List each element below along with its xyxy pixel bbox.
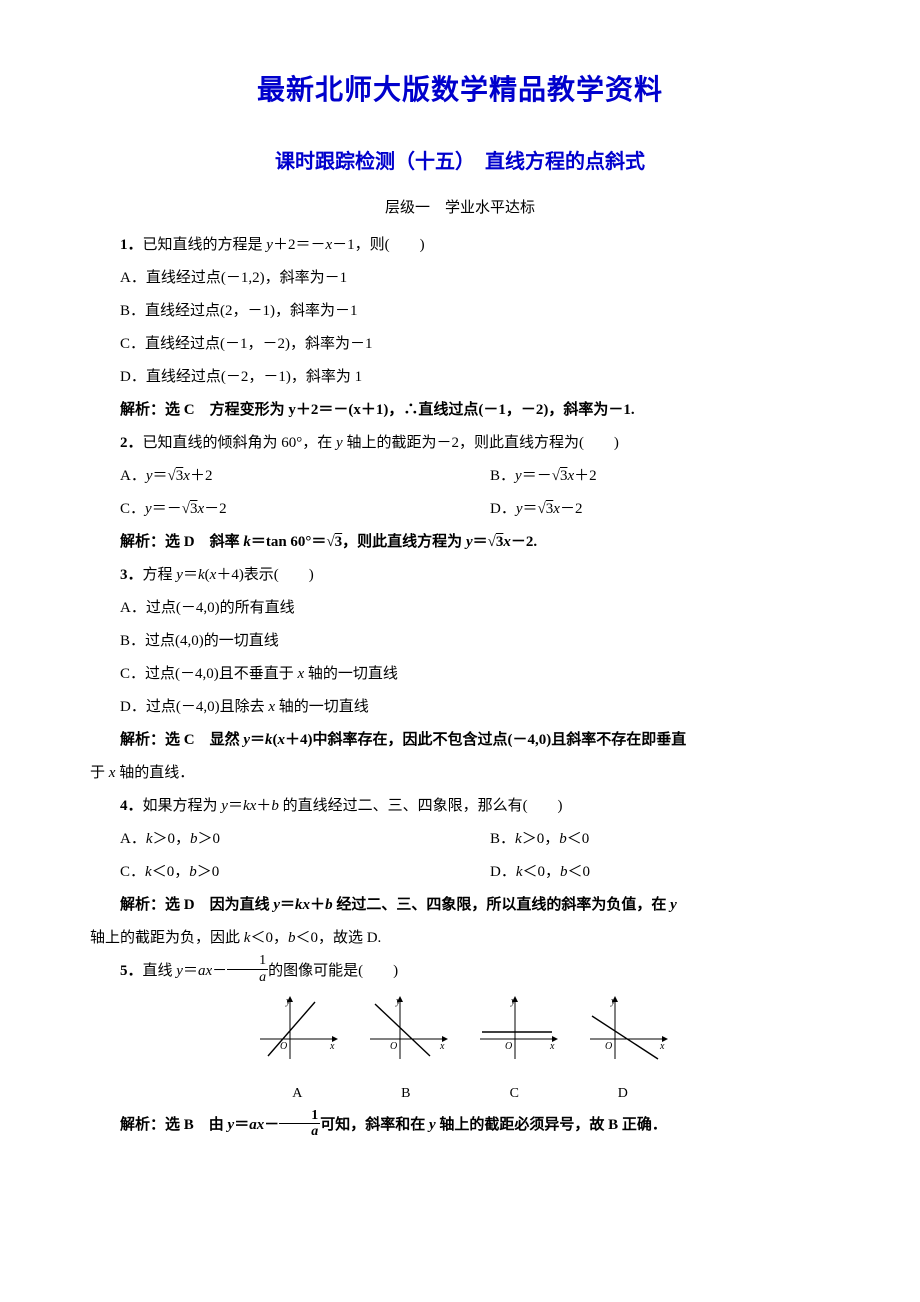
q5-labelC: C — [462, 1079, 567, 1110]
level-label: 层级一 学业水平达标 — [90, 192, 830, 225]
svg-text:x: x — [659, 1041, 665, 1052]
q2-answer: 解析：选 D 斜率 k＝tan 60°＝3，则此直线方程为 y＝3x－2. — [90, 526, 830, 559]
q2-optC: C．y＝－3x－2 — [90, 493, 460, 526]
q3-answer-l2: 于 x 轴的直线． — [90, 757, 830, 790]
svg-text:y: y — [510, 996, 516, 1007]
q2-optA: A．y＝3x＋2 — [90, 460, 460, 493]
q2-stem: 2．已知直线的倾斜角为 60°，在 y 轴上的截距为－2，则此直线方程为( ) — [90, 427, 830, 460]
q1-answer: 解析：选 C 方程变形为 y＋2＝－(x＋1)，∴直线过点(－1，－2)，斜率为… — [90, 394, 830, 427]
q5-fig-labels: A B C D — [90, 1079, 830, 1110]
q2-row2: C．y＝－3x－2 D．y＝3x－2 — [90, 493, 830, 526]
q5-labelD: D — [570, 1079, 675, 1110]
q1-optB: B．直线经过点(2，－1)，斜率为－1 — [90, 295, 830, 328]
svg-text:y: y — [610, 996, 616, 1007]
svg-text:O: O — [505, 1041, 512, 1052]
q3-optC: C．过点(－4,0)且不垂直于 x 轴的一切直线 — [90, 658, 830, 691]
svg-text:O: O — [605, 1041, 612, 1052]
q4-optA: A．k＞0，b＞0 — [90, 823, 460, 856]
q1-optD: D．直线经过点(－2，－1)，斜率为 1 — [90, 361, 830, 394]
q5-figD: y x O — [580, 994, 670, 1064]
q5-figC: y x O — [470, 994, 560, 1064]
q5-labelA: A — [245, 1079, 350, 1110]
q4-row1: A．k＞0，b＞0 B．k＞0，b＜0 — [90, 823, 830, 856]
q2-optB: B．y＝－3x＋2 — [460, 460, 830, 493]
q4-optD: D．k＜0，b＜0 — [460, 856, 830, 889]
q1-stem: 1．已知直线的方程是 y＋2＝－x－1，则( ) — [90, 229, 830, 262]
q2-row1: A．y＝3x＋2 B．y＝－3x＋2 — [90, 460, 830, 493]
q3-optA: A．过点(－4,0)的所有直线 — [90, 592, 830, 625]
q3-stem: 3．方程 y＝k(x＋4)表示( ) — [90, 559, 830, 592]
svg-text:y: y — [395, 996, 401, 1007]
q4-optC: C．k＜0，b＞0 — [90, 856, 460, 889]
svg-text:x: x — [439, 1041, 445, 1052]
q1-optC: C．直线经过点(－1，－2)，斜率为－1 — [90, 328, 830, 361]
q5-stem: 5．直线 y＝ax－1a的图像可能是( ) — [90, 955, 830, 988]
q4-optB: B．k＞0，b＜0 — [460, 823, 830, 856]
q4-stem: 4．如果方程为 y＝kx＋b 的直线经过二、三、四象限，那么有( ) — [90, 790, 830, 823]
q3-optB: B．过点(4,0)的一切直线 — [90, 625, 830, 658]
sub-title: 课时跟踪检测（十五） 直线方程的点斜式 — [90, 140, 830, 184]
q4-answer-l1: 解析：选 D 因为直线 y＝kx＋b 经过二、三、四象限，所以直线的斜率为负值，… — [90, 889, 830, 922]
q2-optD: D．y＝3x－2 — [460, 493, 830, 526]
q3-answer-l1: 解析：选 C 显然 y＝k(x＋4)中斜率存在，因此不包含过点(－4,0)且斜率… — [90, 724, 830, 757]
q4-row2: C．k＜0，b＞0 D．k＜0，b＜0 — [90, 856, 830, 889]
q5-figB: y x O — [360, 994, 450, 1064]
q4-answer-l2: 轴上的截距为负，因此 k＜0，b＜0，故选 D. — [90, 922, 830, 955]
svg-text:O: O — [280, 1041, 287, 1052]
q5-labelB: B — [353, 1079, 458, 1110]
svg-text:x: x — [329, 1041, 335, 1052]
svg-text:x: x — [549, 1041, 555, 1052]
q5-answer: 解析：选 B 由 y＝ax－1a可知，斜率和在 y 轴上的截距必须异号，故 B … — [90, 1109, 830, 1142]
q3-optD: D．过点(－4,0)且除去 x 轴的一切直线 — [90, 691, 830, 724]
svg-text:y: y — [285, 996, 291, 1007]
q5-figA: y x O — [250, 994, 340, 1064]
q5-figures: y x O y x O y x O y x O — [90, 994, 830, 1077]
q1-optA: A．直线经过点(－1,2)，斜率为－1 — [90, 262, 830, 295]
svg-text:O: O — [390, 1041, 397, 1052]
main-title: 最新北师大版数学精品教学资料 — [90, 60, 830, 122]
